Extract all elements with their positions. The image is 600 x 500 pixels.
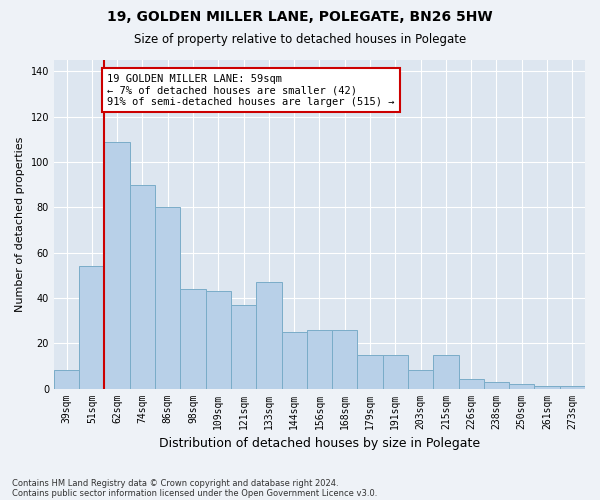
Bar bbox=[332, 330, 358, 388]
Bar bbox=[130, 184, 155, 388]
Bar bbox=[256, 282, 281, 389]
Bar bbox=[206, 291, 231, 388]
Bar bbox=[560, 386, 585, 388]
Text: Size of property relative to detached houses in Polegate: Size of property relative to detached ho… bbox=[134, 32, 466, 46]
Text: Contains public sector information licensed under the Open Government Licence v3: Contains public sector information licen… bbox=[12, 488, 377, 498]
Text: Contains HM Land Registry data © Crown copyright and database right 2024.: Contains HM Land Registry data © Crown c… bbox=[12, 478, 338, 488]
Y-axis label: Number of detached properties: Number of detached properties bbox=[15, 136, 25, 312]
Bar bbox=[307, 330, 332, 388]
Bar bbox=[408, 370, 433, 388]
Text: 19, GOLDEN MILLER LANE, POLEGATE, BN26 5HW: 19, GOLDEN MILLER LANE, POLEGATE, BN26 5… bbox=[107, 10, 493, 24]
Bar bbox=[231, 304, 256, 388]
Bar bbox=[281, 332, 307, 388]
Bar bbox=[433, 354, 458, 388]
Bar bbox=[358, 354, 383, 388]
Bar bbox=[155, 208, 181, 388]
Text: 19 GOLDEN MILLER LANE: 59sqm
← 7% of detached houses are smaller (42)
91% of sem: 19 GOLDEN MILLER LANE: 59sqm ← 7% of det… bbox=[107, 74, 395, 107]
Bar bbox=[535, 386, 560, 388]
Bar bbox=[484, 382, 509, 388]
Bar bbox=[54, 370, 79, 388]
Bar bbox=[104, 142, 130, 388]
Bar bbox=[458, 380, 484, 388]
Bar bbox=[181, 289, 206, 388]
Bar bbox=[383, 354, 408, 388]
X-axis label: Distribution of detached houses by size in Polegate: Distribution of detached houses by size … bbox=[159, 437, 480, 450]
Bar bbox=[79, 266, 104, 388]
Bar bbox=[509, 384, 535, 388]
